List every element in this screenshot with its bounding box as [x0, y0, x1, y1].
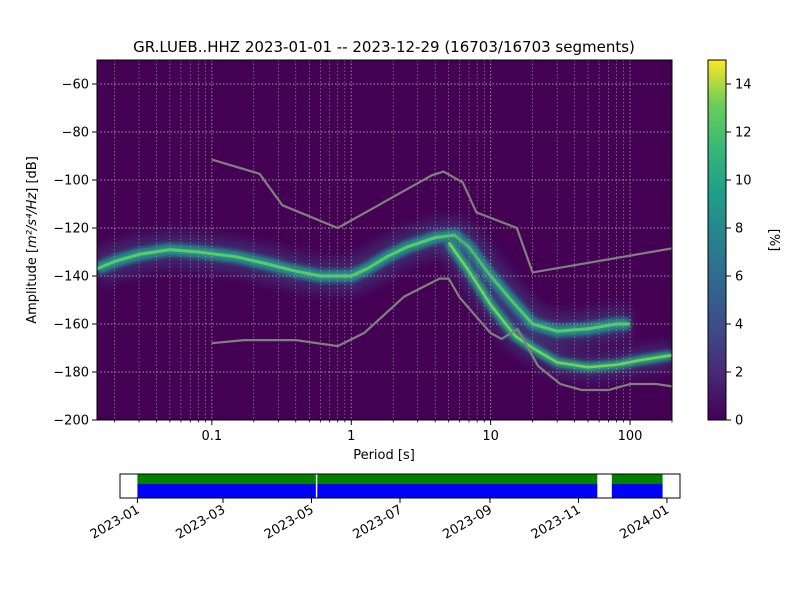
coverage-used-bar — [137, 474, 316, 484]
coverage-bars — [137, 474, 663, 498]
coverage-available-bar — [611, 484, 663, 498]
x-tick-label: 100 — [618, 429, 643, 444]
colorbar-tick-label: 10 — [735, 174, 752, 189]
chart-title: GR.LUEB..HHZ 2023-01-01 -- 2023-12-29 (1… — [133, 38, 635, 56]
grid — [97, 60, 672, 420]
colorbar-tick-label: 0 — [735, 414, 743, 429]
coverage-available-bar — [317, 484, 598, 498]
coverage-used-bar — [611, 474, 663, 484]
coverage-axis: 2023-01 2023-03 2023-05 2023-07 2023-09 2023-… — [88, 498, 672, 543]
psd-lower-mode — [447, 241, 672, 369]
y-tick-label: −120 — [53, 222, 89, 237]
y-axis-label-unit: m²/s⁴/Hz — [25, 192, 40, 248]
y-axis: −60 −80 −100 −120 −140 −160 −180 −200 — [53, 78, 97, 429]
colorbar-tick-label: 6 — [735, 270, 743, 285]
coverage-tick-label: 2023-07 — [350, 502, 405, 542]
coverage-available-bar — [137, 484, 316, 498]
y-axis-label-tail: ] [dB] — [25, 156, 40, 193]
colorbar-gradient — [707, 59, 727, 421]
coverage-tick-label: 2024-01 — [617, 502, 672, 542]
coverage-tick-label: 2023-03 — [173, 502, 228, 542]
coverage-used-bar — [317, 474, 598, 484]
colorbar-tick-label: 8 — [735, 222, 743, 237]
coverage-tick-label: 2023-05 — [262, 502, 317, 542]
nhnm-line — [211, 158, 672, 274]
colorbar-tick-label: 4 — [735, 318, 743, 333]
colorbar-ticks: 0 2 4 6 8 10 12 14 — [726, 78, 752, 429]
x-tick-label: 1 — [347, 429, 355, 444]
x-axis: 0.1 1 10 100 — [114, 420, 673, 444]
coverage-panel: 2023-01 2023-03 2023-05 2023-07 2023-09 2023-… — [88, 473, 681, 543]
y-axis-label-main: Amplitude [ — [25, 248, 40, 324]
y-tick-label: −160 — [53, 318, 89, 333]
y-tick-label: −140 — [53, 270, 89, 285]
psd-density — [97, 217, 672, 381]
y-tick-label: −60 — [62, 78, 89, 93]
coverage-tick-label: 2023-11 — [529, 502, 584, 542]
x-tick-label: 0.1 — [202, 429, 223, 444]
x-axis-label: Period [s] — [353, 448, 415, 463]
psd-plot: 0.1 1 10 100 −60 −80 −100 −120 −140 −160 −180 −200… — [25, 59, 673, 463]
psd-mode — [97, 233, 630, 333]
colorbar: 0 2 4 6 8 10 12 14 [%] — [707, 59, 781, 429]
x-tick-label: 10 — [482, 429, 499, 444]
colorbar-tick-label: 14 — [735, 78, 752, 93]
plot-frame — [96, 59, 673, 421]
y-axis-label: Amplitude [m²/s⁴/Hz] [dB] — [25, 156, 40, 324]
colorbar-tick-label: 12 — [735, 126, 752, 141]
coverage-tick-label: 2023-09 — [440, 502, 495, 542]
y-tick-label: −180 — [53, 366, 89, 381]
y-tick-label: −200 — [53, 414, 89, 429]
y-tick-label: −80 — [62, 126, 89, 141]
coverage-tick-label: 2023-01 — [88, 502, 143, 542]
nlnm-line — [211, 277, 672, 392]
colorbar-tick-label: 2 — [735, 366, 743, 381]
y-tick-label: −100 — [53, 174, 89, 189]
colorbar-label: [%] — [766, 229, 781, 252]
